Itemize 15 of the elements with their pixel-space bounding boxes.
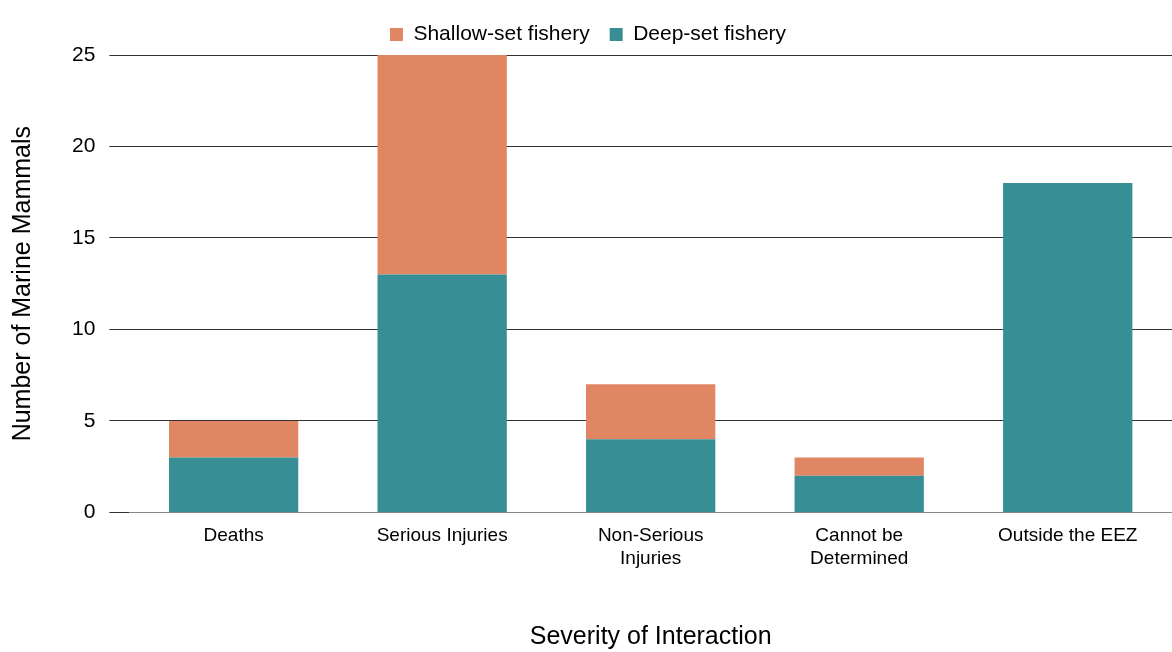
legend-label: Shallow-set fishery: [413, 21, 591, 45]
x-tick-label: Outside the EEZ: [998, 524, 1138, 546]
y-tick-label: 15: [72, 224, 96, 248]
x-tick-label: Serious Injuries: [376, 524, 508, 546]
x-tick-label: Deaths: [203, 524, 264, 546]
y-tick-label: 0: [83, 499, 96, 523]
y-tick-label: 25: [72, 41, 96, 65]
x-tick-label: Non-Serious Injuries: [597, 524, 704, 568]
y-axis-title: Number of Marine Mammals: [6, 126, 35, 442]
x-axis-title: Severity of Interaction: [529, 620, 772, 649]
legend-label: Deep-set fishery: [633, 21, 787, 45]
x-tick-label: Cannot be Determined: [810, 524, 909, 568]
y-tick-label: 5: [83, 407, 96, 431]
y-tick-label: 20: [72, 133, 96, 157]
y-tick-label: 10: [72, 316, 96, 340]
